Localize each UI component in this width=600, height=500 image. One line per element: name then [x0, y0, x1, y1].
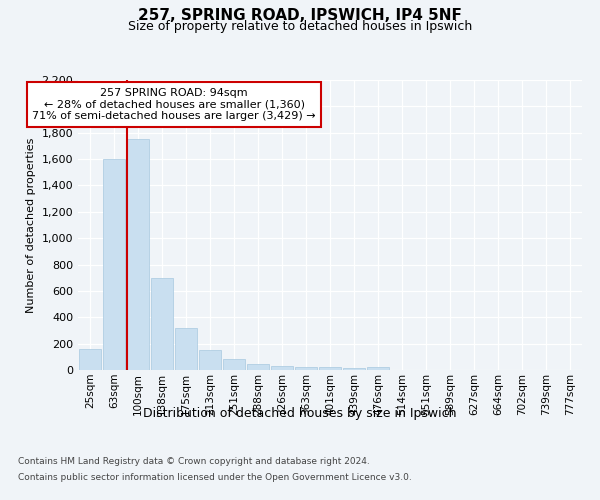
Text: Distribution of detached houses by size in Ipswich: Distribution of detached houses by size … — [143, 408, 457, 420]
Text: Size of property relative to detached houses in Ipswich: Size of property relative to detached ho… — [128, 20, 472, 33]
Bar — [151, 278, 173, 370]
Bar — [223, 359, 245, 370]
Bar — [103, 159, 125, 370]
Bar — [79, 349, 101, 370]
Text: Contains public sector information licensed under the Open Government Licence v3: Contains public sector information licen… — [18, 472, 412, 482]
Bar — [343, 368, 365, 370]
Y-axis label: Number of detached properties: Number of detached properties — [26, 138, 36, 312]
Text: 257, SPRING ROAD, IPSWICH, IP4 5NF: 257, SPRING ROAD, IPSWICH, IP4 5NF — [138, 8, 462, 22]
Bar — [175, 328, 197, 370]
Bar — [295, 368, 317, 370]
Bar — [199, 350, 221, 370]
Bar — [247, 364, 269, 370]
Bar — [367, 368, 389, 370]
Text: 257 SPRING ROAD: 94sqm
← 28% of detached houses are smaller (1,360)
71% of semi-: 257 SPRING ROAD: 94sqm ← 28% of detached… — [32, 88, 316, 121]
Bar — [271, 366, 293, 370]
Bar — [319, 368, 341, 370]
Bar — [127, 140, 149, 370]
Text: Contains HM Land Registry data © Crown copyright and database right 2024.: Contains HM Land Registry data © Crown c… — [18, 458, 370, 466]
